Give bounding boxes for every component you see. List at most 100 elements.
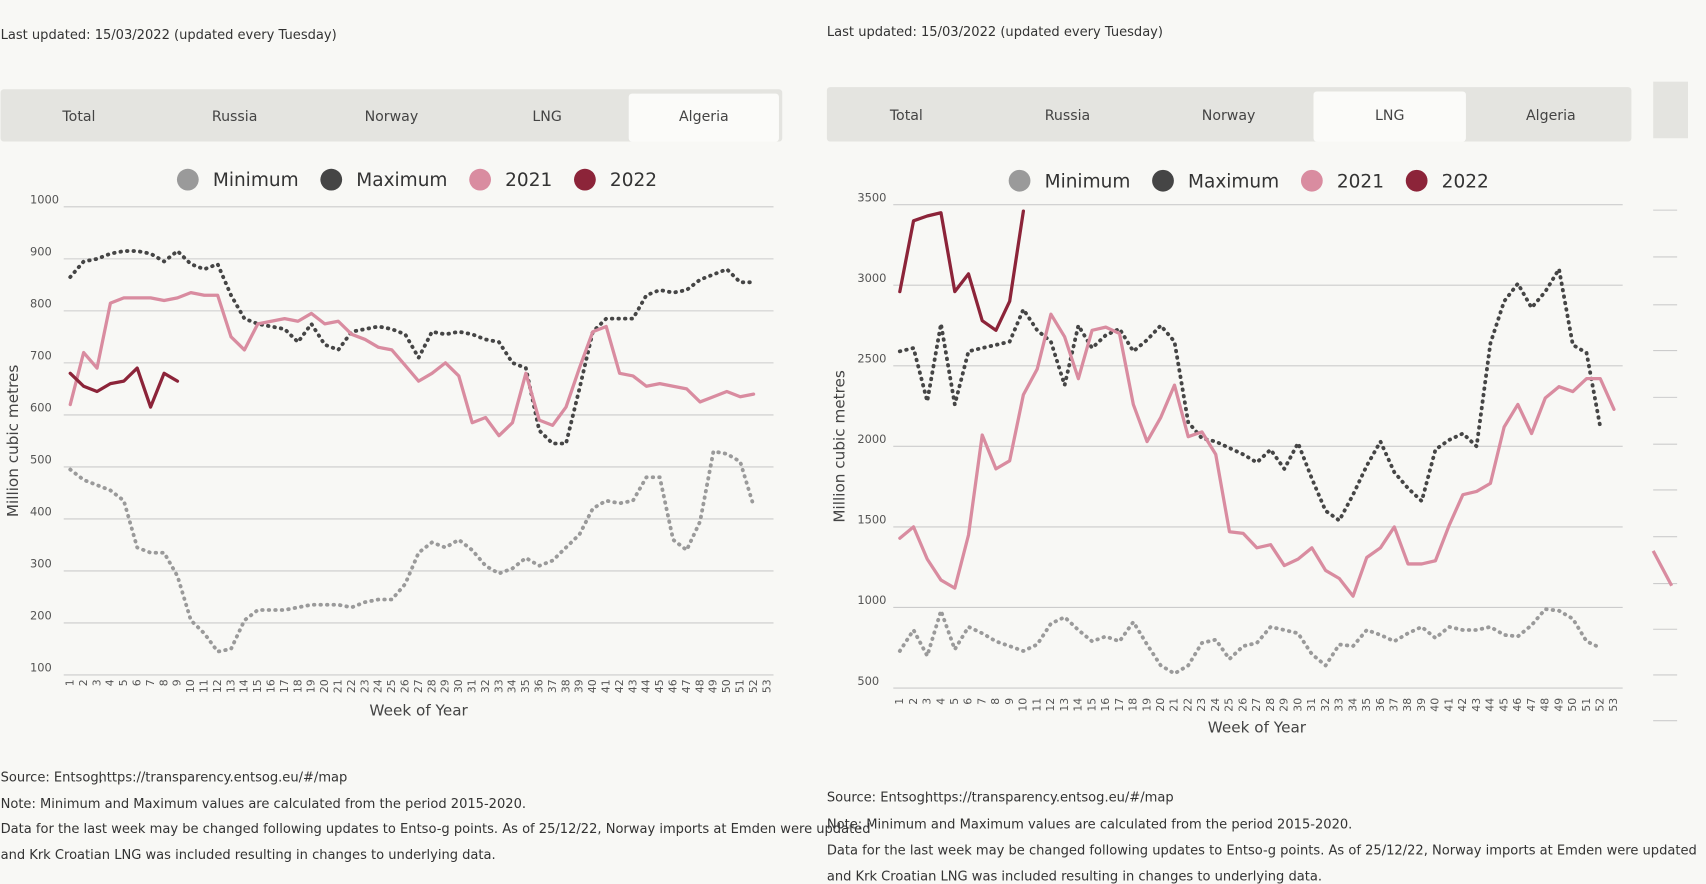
legend-swatch [176, 168, 199, 191]
x-tick-label: 11 [198, 679, 211, 693]
x-tick-label: 44 [1484, 698, 1497, 712]
tab[interactable]: LNG [532, 109, 561, 125]
x-tick-label: 46 [1511, 698, 1524, 712]
legend-item[interactable]: Minimum [1008, 169, 1131, 192]
x-tick-label: 28 [1264, 698, 1277, 712]
x-tick-label: 33 [1333, 698, 1346, 712]
legend-label: Minimum [213, 170, 299, 191]
tab-label[interactable]: LNG [532, 109, 561, 125]
legend-item[interactable]: 2022 [574, 168, 657, 191]
x-tick-label: 49 [1552, 698, 1565, 712]
legend-item[interactable]: 2022 [1405, 169, 1489, 192]
y-tick-label: 900 [30, 245, 52, 259]
legend-swatch [1152, 169, 1174, 192]
tab[interactable]: LNG [1313, 91, 1466, 142]
x-tick-label: 51 [1580, 698, 1593, 712]
x-tick-label: 26 [398, 679, 411, 693]
tab-label[interactable]: Algeria [679, 109, 729, 125]
legend-swatch [469, 168, 491, 191]
x-tick-label: 34 [506, 679, 519, 693]
y-axis-label: Million cubic metres [830, 370, 848, 523]
x-tick-label: 2 [77, 679, 90, 686]
x-tick-label: 25 [1223, 698, 1236, 712]
source-url[interactable]: https://transparency.entsog.eu/#/map [925, 790, 1174, 805]
y-tick-label: 300 [30, 557, 52, 571]
x-tick-label: 52 [747, 679, 760, 693]
source: Source: Entsog, [827, 790, 929, 805]
tab-label[interactable]: Norway [1202, 108, 1256, 124]
x-tick-label: 30 [1291, 698, 1304, 712]
legend-swatch [1405, 169, 1428, 192]
tab[interactable]: Algeria [628, 93, 779, 142]
x-tick-label: 21 [331, 679, 344, 693]
tab-label[interactable]: Total [889, 108, 923, 124]
x-tick-label: 34 [1346, 698, 1359, 712]
legend-item[interactable]: 2021 [1300, 169, 1384, 192]
x-tick-label: 40 [1429, 698, 1442, 712]
legend-item[interactable]: Maximum [1152, 169, 1279, 192]
x-tick-label: 23 [1195, 698, 1208, 712]
x-tick-label: 48 [1539, 698, 1552, 712]
tab-active-bg [628, 93, 779, 142]
tab-label[interactable]: Russia [212, 109, 257, 125]
x-tick-label: 10 [184, 679, 197, 693]
series-line [68, 366, 180, 409]
y-tick-label: 200 [30, 609, 52, 623]
tab[interactable]: Russia [212, 109, 257, 125]
tab[interactable]: Norway [1202, 108, 1256, 124]
x-tick-label: 3 [90, 679, 103, 686]
series-line [68, 249, 756, 446]
legend-label: Maximum [356, 170, 447, 191]
y-tick-label: 500 [857, 674, 879, 688]
x-tick-label: 18 [1127, 698, 1140, 712]
y-tick-label: 1000 [30, 193, 59, 207]
x-axis-label: Week of Year [369, 701, 468, 719]
y-axis-label: Million cubic metres [4, 365, 22, 518]
x-tick-label: 27 [412, 679, 425, 693]
tab[interactable]: Norway [365, 109, 419, 125]
legend-label: Maximum [1188, 171, 1279, 192]
x-tick-label: 15 [251, 679, 264, 693]
tab[interactable]: Russia [1045, 108, 1090, 124]
tab[interactable]: Algeria [1526, 108, 1576, 124]
x-tick-label: 37 [546, 679, 559, 693]
x-tick-label: 31 [1305, 698, 1318, 712]
cropped-panel-grid [1653, 209, 1678, 722]
x-tick-label: 3 [921, 698, 934, 705]
x-tick-label: 12 [1044, 698, 1057, 712]
x-tick-label: 39 [1415, 698, 1428, 712]
x-tick-label: 1 [893, 698, 906, 705]
y-tick-label: 1000 [857, 593, 886, 607]
x-tick-label: 47 [680, 679, 693, 693]
legend-item[interactable]: Minimum [176, 168, 299, 191]
x-tick-label: 12 [211, 679, 224, 693]
series-line [898, 209, 1026, 332]
tab-label[interactable]: Total [61, 109, 95, 125]
x-tick-label: 40 [586, 679, 599, 693]
tab-label[interactable]: Norway [365, 109, 419, 125]
x-tick-label: 29 [1278, 698, 1291, 712]
x-tick-label: 13 [224, 679, 237, 693]
series-line [68, 449, 756, 654]
x-tick-label: 50 [1566, 698, 1579, 712]
tab[interactable]: Total [61, 109, 95, 125]
x-tick-label: 44 [640, 679, 653, 693]
x-tick-label: 31 [465, 679, 478, 693]
x-tick-label: 38 [1401, 698, 1414, 712]
legend-item[interactable]: 2021 [469, 168, 552, 191]
x-tick-label: 15 [1085, 698, 1098, 712]
tab-label[interactable]: LNG [1375, 108, 1404, 124]
legend-label: 2022 [610, 170, 657, 191]
legend-item[interactable]: Maximum [320, 168, 447, 191]
x-tick-label: 8 [157, 679, 170, 686]
tab[interactable]: Total [889, 108, 923, 124]
tab-label[interactable]: Algeria [1526, 108, 1576, 124]
x-tick-label: 6 [131, 679, 144, 686]
x-tick-label: 51 [733, 679, 746, 693]
tab-label[interactable]: Russia [1045, 108, 1090, 124]
x-tick-label: 20 [318, 679, 331, 693]
x-tick-label: 4 [104, 679, 117, 686]
source-url[interactable]: https://transparency.entsog.eu/#/map [99, 771, 348, 786]
legend-swatch [1300, 169, 1323, 192]
